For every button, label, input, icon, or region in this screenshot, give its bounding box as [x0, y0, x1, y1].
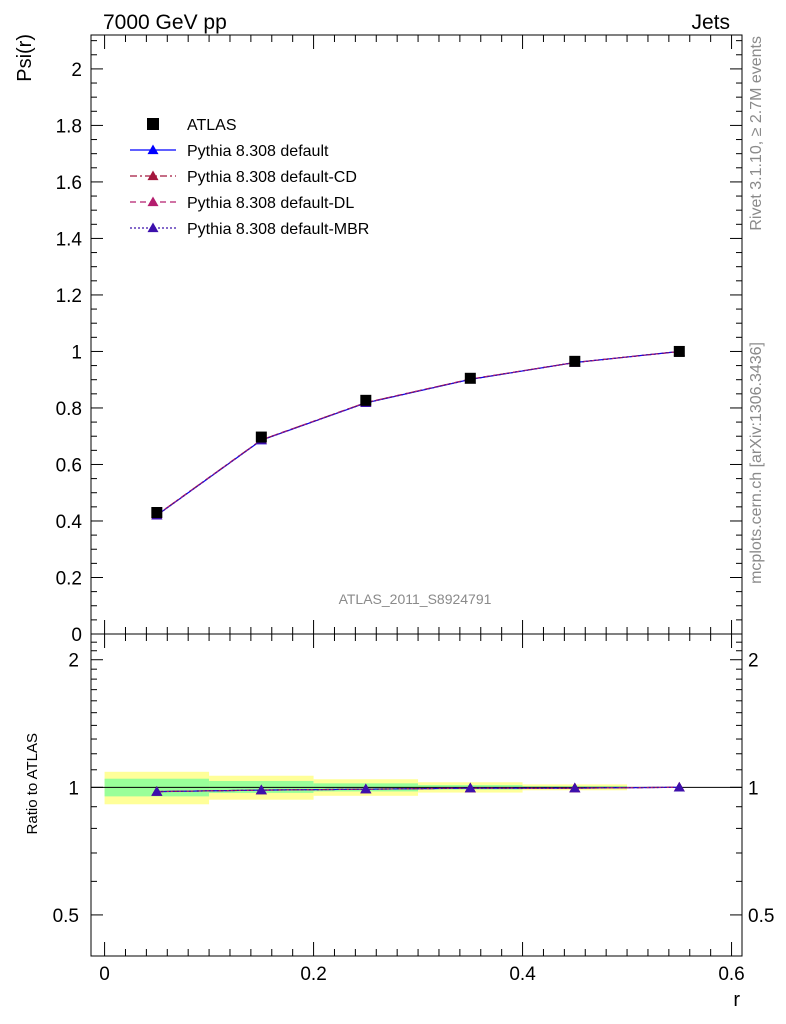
- ratio-line-3: [156, 786, 680, 793]
- x-tick-label: 0: [99, 964, 110, 985]
- legend-marker-data: [147, 118, 159, 130]
- legend-marker-3: [147, 222, 159, 233]
- ratio-ytick-label-left: 0.5: [53, 906, 79, 927]
- main-ytick-label: 1.8: [56, 116, 82, 137]
- ratio-marker-3: [151, 786, 163, 796]
- main-ytick-label: 1: [71, 342, 82, 363]
- ratio-ytick-label-right: 0.5: [748, 906, 774, 927]
- main-ytick-label: 2: [71, 60, 82, 81]
- legend-marker-2: [147, 196, 159, 207]
- legend-label-data: ATLAS: [187, 117, 237, 134]
- main-ytick-label: 0.6: [56, 455, 82, 476]
- main-ytick-label: 1.6: [56, 173, 82, 194]
- ratio-marker-3: [360, 783, 372, 794]
- x-tick-label: 0.2: [300, 964, 326, 985]
- atlas-data-point: [255, 431, 267, 443]
- atlas-data-point: [151, 507, 163, 519]
- main-y-axis-label: Psi(r): [14, 34, 36, 82]
- x-axis-label: r: [733, 989, 740, 1011]
- header-left: 7000 GeV pp: [103, 11, 227, 34]
- series-line-3: [156, 350, 680, 516]
- legend-label-3: Pythia 8.308 default-MBR: [187, 221, 369, 238]
- legend: ATLAS Pythia 8.308 default Pythia 8.308 de…: [130, 117, 369, 238]
- ratio-ytick-label-left: 2: [68, 651, 79, 672]
- legend-marker-1: [147, 170, 159, 181]
- ratio-ytick-label-right: 1: [748, 778, 759, 799]
- ratio-y-axis-label: Ratio to ATLAS: [24, 733, 41, 834]
- ratio-ytick-label-left: 1: [68, 778, 79, 799]
- x-tick-label: 0.6: [718, 964, 744, 985]
- atlas-data-point: [360, 394, 372, 406]
- analysis-watermark: ATLAS_2011_S8924791: [339, 591, 492, 607]
- ratio-marker-3: [255, 784, 267, 795]
- atlas-data-point: [673, 345, 685, 357]
- main-ytick-label: 1.2: [56, 286, 82, 307]
- ratio-frame: [90, 633, 743, 957]
- legend-label-2: Pythia 8.308 default-DL: [187, 195, 354, 212]
- series-line-1: [156, 350, 680, 516]
- mc-series: [151, 345, 685, 796]
- axes: 0 0.2 0.4 0.6 0.8 1 1.2 1.4 1.6 1.8 2 0.5 0.5 1 1 2 2 0 0.…: [53, 35, 774, 985]
- ratio-marker-3: [569, 782, 581, 793]
- data-points: [151, 345, 685, 519]
- header-right: Jets: [691, 11, 730, 34]
- legend-label-1: Pythia 8.308 default-CD: [187, 169, 357, 186]
- x-tick-label: 0.4: [509, 964, 536, 985]
- mcplots-label: mcplots.cern.ch [arXiv:1306.3436]: [748, 342, 765, 584]
- ratio-ytick-label-right: 2: [748, 651, 759, 672]
- main-ytick-label: 0.2: [56, 568, 82, 589]
- series-line-0: [156, 350, 680, 516]
- ratio-marker-3: [464, 782, 476, 793]
- ratio-marker-3: [673, 781, 685, 792]
- main-ytick-label: 0.4: [56, 512, 83, 533]
- legend-marker-0: [147, 144, 159, 155]
- atlas-data-point: [464, 372, 476, 384]
- atlas-data-point: [569, 355, 581, 367]
- rivet-label: Rivet 3.1.10, ≥ 2.7M events: [748, 36, 765, 231]
- series-line-2: [156, 350, 680, 516]
- main-ytick-label: 0.8: [56, 399, 82, 420]
- main-ytick-label: 1.4: [56, 229, 83, 250]
- main-ytick-label: 0: [71, 625, 82, 646]
- legend-label-0: Pythia 8.308 default: [187, 143, 329, 160]
